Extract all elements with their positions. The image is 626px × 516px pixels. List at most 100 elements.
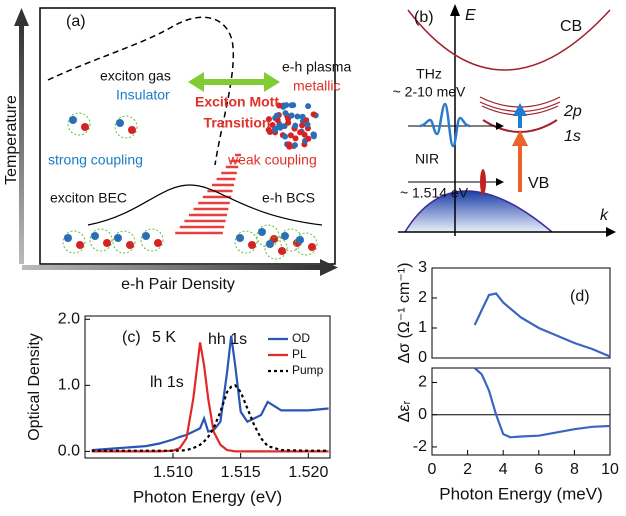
electron [291,142,298,149]
axis-label: Temperature [3,95,20,185]
x-tick-label: 0 [428,461,437,478]
electron [282,110,289,117]
arrow-head [606,227,616,237]
label: metallic [293,78,340,94]
arrow-head [320,259,338,276]
hole [286,143,293,150]
y-axis-label: Optical Density [26,333,43,441]
electron [69,116,77,124]
y-tick-label: 0 [418,349,427,366]
plot-frame [431,367,611,456]
y-tick-label: 0.0 [58,443,80,460]
label: 1s [564,128,581,145]
panel-frame [39,7,336,265]
legend-label: Pump [292,363,324,377]
hole [299,122,306,129]
label: Transition [204,115,271,131]
electron [305,103,312,110]
electron [91,232,99,240]
x-tick-label: 8 [570,461,579,478]
hole [154,239,162,247]
hole [265,116,272,123]
hole [81,123,89,131]
electron [296,236,304,244]
exciton-orbit [89,228,113,252]
hole [292,135,299,142]
electron [310,133,317,140]
electron [292,122,299,129]
plot-frame [84,315,331,459]
hole [248,241,256,249]
label: E [465,7,476,24]
label: exciton gas [100,68,171,84]
legend-label: PL [292,347,307,361]
annotation: (c) [122,329,141,346]
panel-b: (b) E k CB VB THz ~ 2-10 meV NIR ~ 1.514… [393,4,616,237]
hole [310,111,317,118]
y-tick-label: 1.0 [58,377,80,394]
arrow-head [512,130,528,146]
electron [266,240,274,248]
electron [273,112,280,119]
label: CB [560,18,582,35]
panel-a: Temperature e-h Pair Density (a) exciton… [3,7,351,293]
hole [308,243,316,251]
thz-pulse [419,102,471,148]
x-axis-label: Photon Energy (meV) [439,484,602,503]
hole [297,129,304,136]
x-tick-label: 1.520 [288,464,328,481]
hole [285,119,292,126]
hole [276,102,283,109]
hole [265,126,272,133]
exciton-orbit [140,228,164,252]
annotation: 5 K [152,329,176,346]
annotation: (d) [570,288,590,305]
label: 2p [563,103,582,120]
y-tick-label: 1 [418,319,427,336]
hole [103,239,111,247]
exciton-orbit [112,230,136,254]
exciton-orbit [294,232,318,256]
exciton-orbit [67,112,91,136]
exciton-orbit [264,236,288,260]
y-tick-label: 0 [418,406,427,423]
x-tick-label: 6 [534,461,543,478]
hole [278,247,286,255]
electron [64,234,72,242]
x-axis-label: Photon Energy (eV) [133,487,282,506]
y-tick-label: 3 [418,259,427,276]
conduction-band [407,9,611,71]
electron [116,119,124,127]
x-tick-label: 4 [499,461,508,478]
label: strong coupling [48,152,143,168]
density-arrow [22,265,322,270]
label: k [600,207,609,224]
label: e-h BCS [262,190,315,206]
label: VB [528,175,549,192]
phase-boundary [47,16,235,166]
crossover-curve [87,184,323,226]
series-line [473,292,611,358]
x-tick-label: 2 [463,461,472,478]
panel-label: (b) [414,9,434,26]
hole [287,132,294,139]
electron [299,113,306,120]
series-line [91,335,329,452]
label: ~ 1.514 eV [400,185,469,201]
y-axis-label: Δεᵣ [396,401,413,423]
electron [283,102,290,109]
arrow-head [513,103,527,116]
transition-stripes [175,153,241,235]
plot-frame [431,267,611,359]
hole [128,126,136,134]
nir-pulse [480,169,486,195]
arrow-head [450,4,460,16]
series-line [473,367,611,439]
label: e-h plasma [282,59,351,75]
electron [288,112,295,119]
particles [62,102,319,260]
y-tick-label: 2 [418,374,427,391]
exciton-orbit [114,115,138,139]
annotation: hh 1s [208,331,247,348]
exciton-orbit [234,230,258,254]
